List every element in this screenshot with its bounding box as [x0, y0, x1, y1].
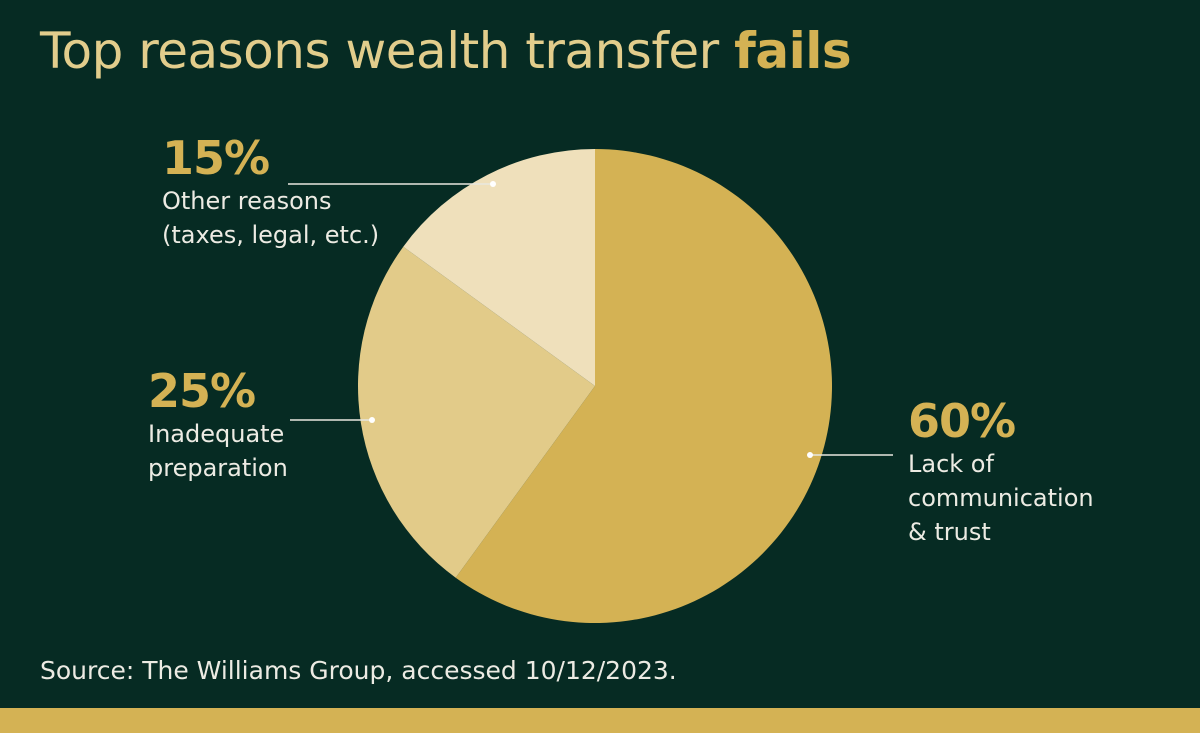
slice-label: Other reasons (taxes, legal, etc.)	[162, 187, 380, 249]
pct-label: 60%	[908, 394, 1016, 448]
footer-bar	[0, 708, 1200, 733]
label-slice-2: 15% Other reasons (taxes, legal, etc.)	[162, 132, 379, 252]
pie-slice-0	[455, 149, 832, 624]
source-note: Source: The Williams Group, accessed 10/…	[40, 656, 677, 685]
leader-dot-2	[490, 181, 496, 187]
title-emphasis: fails	[734, 22, 852, 80]
slice-label: Lack of communication & trust	[908, 450, 1094, 546]
chart-title: Top reasons wealth transfer fails	[40, 22, 852, 80]
title-text: Top reasons wealth transfer	[40, 22, 735, 80]
pie-slice-2	[403, 149, 595, 386]
label-slice-0: 60% Lack of communication & trust	[908, 395, 1094, 549]
label-slice-1: 25% Inadequate preparation	[148, 365, 288, 485]
leader-dot-1	[369, 417, 375, 423]
pct-label: 25%	[148, 364, 256, 418]
slice-label: Inadequate preparation	[148, 420, 288, 482]
leader-dot-0	[807, 452, 813, 458]
pie-slice-1	[357, 246, 595, 578]
pct-label: 15%	[162, 131, 270, 185]
